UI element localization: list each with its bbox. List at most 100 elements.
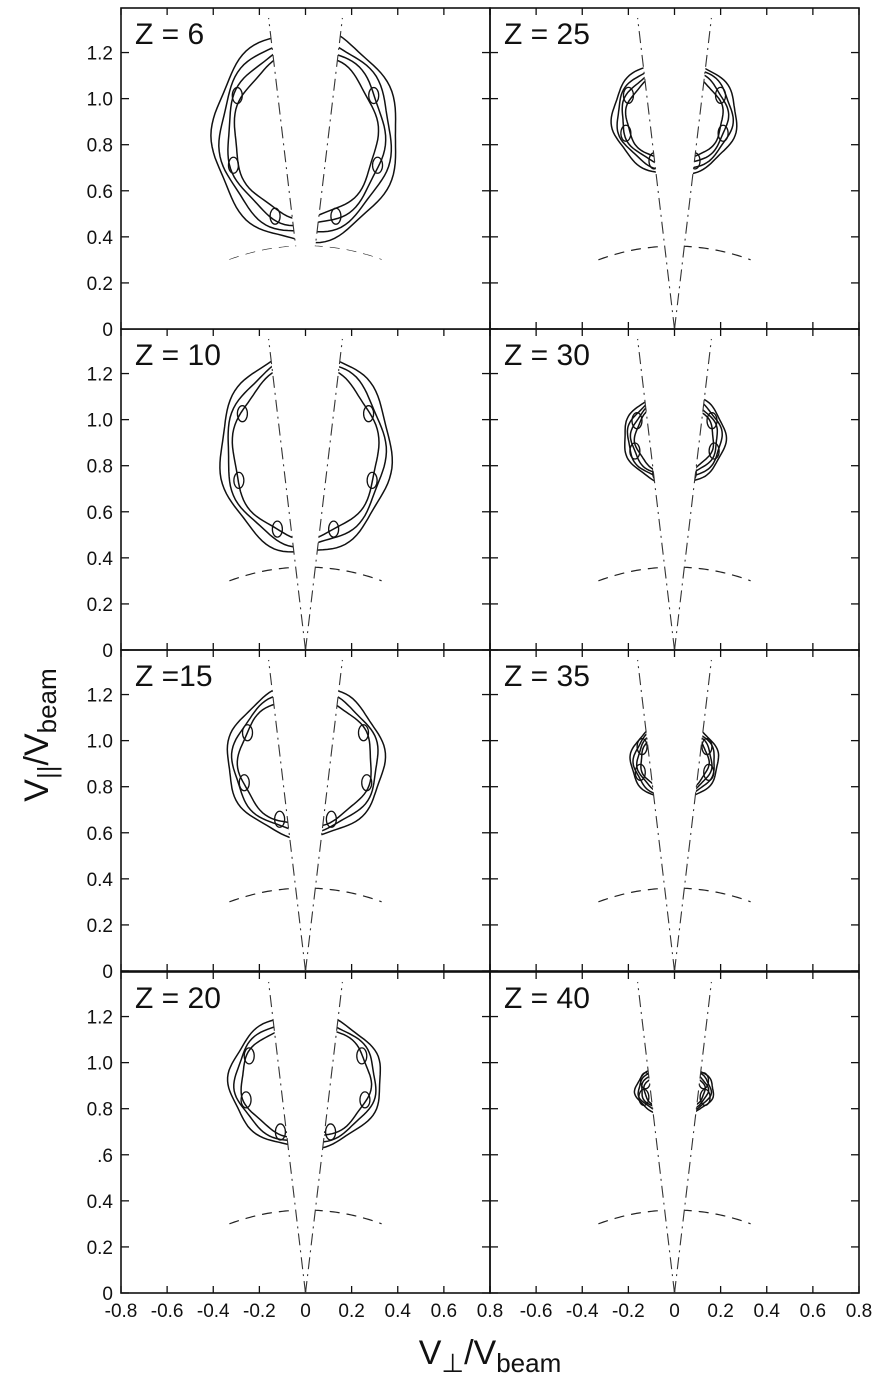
panel-z-15: Z =15: [120, 649, 491, 972]
contour-blob: [359, 1091, 371, 1109]
y-tick-label: 1.2: [87, 365, 113, 386]
contour-blob: [371, 156, 384, 174]
x-tick-label: -0.6: [151, 1301, 184, 1322]
contour-blob: [706, 412, 718, 430]
x-tick-label: 0.4: [754, 1301, 781, 1322]
contour-blob: [324, 1123, 337, 1141]
y-tick-label: 0: [102, 320, 113, 341]
svg-text:V⊥/Vbeam: V⊥/Vbeam: [419, 1334, 562, 1378]
contour-blob: [717, 124, 729, 142]
panel-z-10: Z = 10: [120, 328, 491, 651]
y-tick-label: 0.6: [87, 824, 113, 845]
contour-blob: [368, 86, 380, 105]
panel-label: Z = 40: [504, 982, 590, 1015]
y-tick-label: 1.0: [87, 732, 113, 753]
panel-content: [121, 17, 490, 329]
excluded-cone: [637, 982, 712, 1293]
x-tick-label: -0.8: [105, 1301, 138, 1322]
excluded-cone: [268, 339, 343, 650]
y-axis-title-sub2: beam: [32, 668, 62, 733]
y-axis-title-main: V: [18, 779, 56, 802]
below-arc-mask: [121, 246, 490, 329]
contour-blob: [240, 1091, 252, 1109]
y-tick-label: 0.2: [87, 595, 113, 616]
y-tick-label: 0: [102, 641, 113, 662]
cone-edge-right: [673, 17, 712, 329]
panel-label: Z = 30: [504, 339, 590, 372]
cone-edge-right: [673, 659, 712, 971]
panel-content: [598, 659, 751, 971]
y-tick-label: 0.4: [87, 228, 114, 249]
y-tick-label: 1.0: [87, 90, 113, 111]
excluded-cone: [637, 18, 712, 329]
contour-blob: [361, 774, 373, 792]
y-tick-label: 0.2: [87, 916, 113, 937]
contour-blob: [274, 1123, 287, 1141]
y-tick-label: .6: [97, 1146, 113, 1167]
cone-edge-left: [637, 17, 676, 329]
contour-blob: [629, 442, 641, 460]
y-tick-label: 0.4: [87, 549, 114, 570]
excluded-cone: [637, 339, 712, 650]
contour-blob: [330, 207, 342, 225]
panel-label: Z = 20: [135, 982, 221, 1015]
x-tick-label: 0.6: [800, 1301, 826, 1322]
panel-z-35: Z = 35: [489, 649, 860, 972]
y-tick-label: 1.2: [87, 686, 113, 707]
cone-edge-left: [268, 981, 307, 1293]
panel-content: [226, 659, 387, 971]
contour-blob: [703, 763, 715, 782]
y-tick-label: 0.8: [87, 136, 113, 157]
y-tick-label: 1.2: [87, 1008, 113, 1029]
contour-blob: [325, 810, 337, 828]
contour-blob: [327, 520, 340, 538]
y-axis-title-sub: ||: [32, 765, 62, 779]
x-tick-label: 0.8: [477, 1301, 503, 1322]
contour-blob: [362, 405, 375, 423]
panel-label: Z = 6: [135, 18, 204, 51]
panel-content: [219, 338, 394, 650]
x-tick-label: -0.2: [243, 1301, 276, 1322]
panel-z-20: Z = 20: [120, 971, 491, 1294]
x-axis-title-main: V: [419, 1334, 442, 1372]
contour-blob: [356, 1047, 368, 1065]
y-tick-label: 0.6: [87, 182, 113, 203]
y-tick-label: 0.4: [87, 1192, 114, 1213]
contour-blob: [238, 774, 250, 792]
contour-blob: [236, 405, 249, 423]
contour-blob: [274, 810, 286, 828]
x-axis-title-slash: /V: [464, 1334, 496, 1372]
panel-label: Z =15: [135, 660, 213, 693]
contour-blob: [636, 737, 648, 756]
x-tick-label: 0: [300, 1301, 311, 1322]
contour-blob: [708, 442, 720, 460]
y-tick-label: 1.0: [87, 411, 113, 432]
x-tick-label: 0.2: [338, 1301, 364, 1322]
contour-blob: [243, 1047, 255, 1065]
axes-layer: 00.20.40.60.81.01.200.20.40.60.81.01.200…: [87, 44, 873, 1322]
x-tick-label: -0.4: [566, 1301, 599, 1322]
excluded-cone: [268, 18, 343, 329]
contour-blob: [357, 724, 370, 742]
panel-content: [226, 981, 382, 1293]
x-tick-label: 0.2: [707, 1301, 733, 1322]
cone-edge-right: [304, 338, 343, 650]
y-tick-label: 0.2: [87, 1238, 113, 1259]
x-tick-label: 0.8: [846, 1301, 872, 1322]
contour-blob: [638, 1088, 650, 1107]
panel-z-40: Z = 40: [489, 971, 860, 1294]
excluded-cone: [268, 660, 343, 971]
y-axis-title: V||/Vbeam: [18, 668, 62, 801]
panel-z-25: Z = 25: [489, 7, 860, 330]
contour-blob: [634, 763, 646, 782]
contour-blob: [231, 86, 243, 105]
panel-content: [598, 338, 751, 650]
cone-edge-left: [637, 338, 676, 650]
contour-blob: [241, 724, 254, 742]
x-tick-label: -0.4: [197, 1301, 230, 1322]
x-tick-label: 0: [669, 1301, 680, 1322]
panel-z-6: Z = 6: [120, 7, 491, 330]
contour-blob: [701, 737, 713, 756]
